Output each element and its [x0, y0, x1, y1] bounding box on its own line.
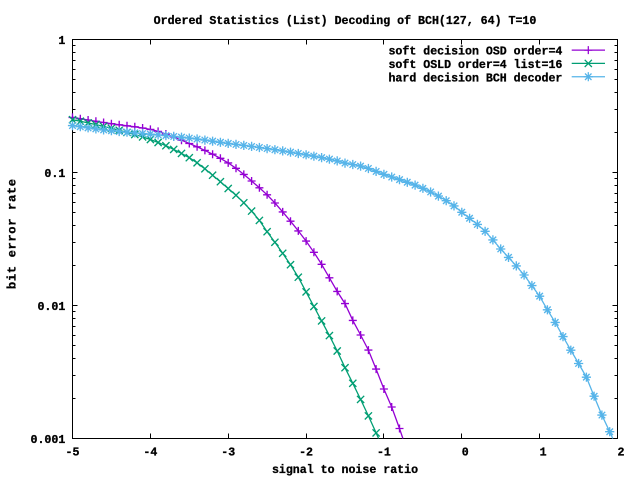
svg-text:hard decision BCH decoder: hard decision BCH decoder	[388, 72, 562, 85]
svg-text:-4: -4	[143, 446, 157, 459]
svg-text:Ordered Statistics (List) Deco: Ordered Statistics (List) Decoding of BC…	[154, 15, 537, 28]
svg-text:-3: -3	[221, 446, 235, 459]
svg-text:soft OSLD order=4 list=16: soft OSLD order=4 list=16	[388, 59, 562, 72]
svg-text:0.01: 0.01	[37, 301, 65, 314]
svg-text:2: 2	[617, 446, 624, 459]
svg-text:-2: -2	[299, 446, 313, 459]
svg-text:signal to noise ratio: signal to noise ratio	[272, 464, 418, 477]
svg-text:1: 1	[540, 446, 547, 459]
svg-text:-5: -5	[66, 446, 80, 459]
svg-text:soft decision OSD order=4: soft decision OSD order=4	[388, 46, 562, 59]
svg-text:0: 0	[462, 446, 469, 459]
svg-text:-1: -1	[377, 446, 391, 459]
svg-text:0.001: 0.001	[31, 434, 66, 447]
svg-text:bit error rate: bit error rate	[6, 178, 20, 289]
svg-text:1: 1	[58, 35, 65, 48]
svg-text:0.1: 0.1	[44, 168, 65, 181]
